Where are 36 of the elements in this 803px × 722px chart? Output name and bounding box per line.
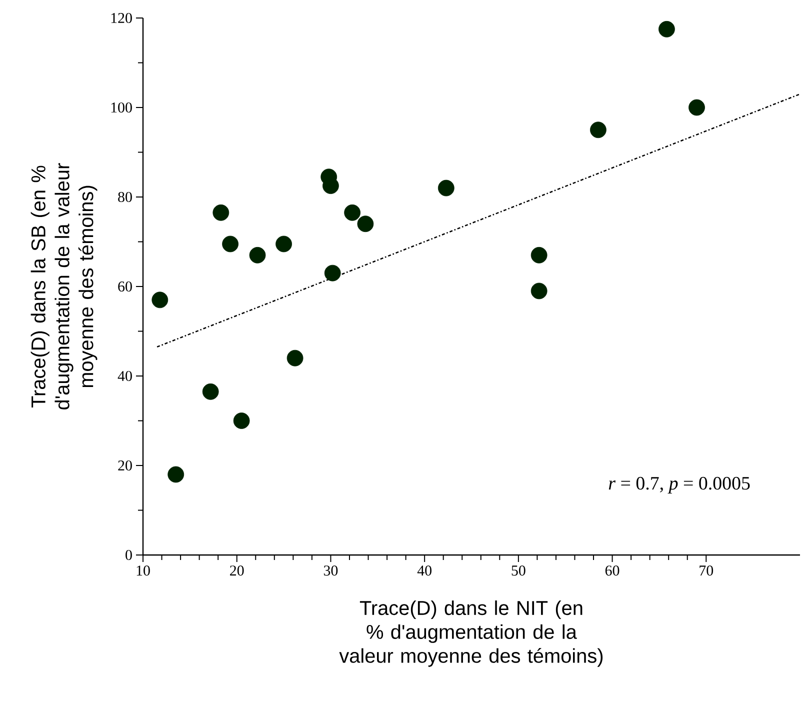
x-tick-label: 70 <box>700 566 714 576</box>
point <box>438 180 454 196</box>
point <box>212 204 230 221</box>
point <box>249 246 266 264</box>
point <box>530 282 548 300</box>
x-tick-label: 50 <box>512 566 526 576</box>
y-tick-label: 80 <box>118 192 132 202</box>
y-tick-label: 0 <box>126 550 132 560</box>
point <box>233 412 250 429</box>
x-tick-label: 60 <box>605 566 620 576</box>
point <box>168 466 184 483</box>
x-axis-title: Trace(D) dans le NIT (en % d'augmentation de la valeur moyenne des témoins) <box>339 600 603 667</box>
point <box>530 246 548 264</box>
x-tick-label: 40 <box>417 566 432 576</box>
x-tick-label: 20 <box>230 566 244 576</box>
point <box>202 383 219 400</box>
y-tick-label: 60 <box>118 281 132 292</box>
point <box>286 350 304 366</box>
y-tick-label: 20 <box>118 460 132 471</box>
point <box>222 236 238 252</box>
point <box>152 292 168 308</box>
point <box>276 236 292 252</box>
point <box>688 99 705 116</box>
annotation: r = 0.7, p = 0.0005 <box>608 476 750 494</box>
y-tick-label: 40 <box>118 370 132 382</box>
y-tick-label: 100 <box>111 102 132 113</box>
y-axis-title: Trace(D) dans la SB (en % d'augmentation de la valeur moyenne des témoins) <box>30 163 98 410</box>
x-tick-label: 30 <box>324 566 338 576</box>
point <box>590 122 606 138</box>
point <box>324 264 341 282</box>
point <box>357 216 374 232</box>
point <box>322 178 339 194</box>
point <box>658 20 675 38</box>
y-tick-label: 120 <box>111 12 132 24</box>
point <box>344 204 360 221</box>
x-tick-label: 10 <box>136 566 150 576</box>
